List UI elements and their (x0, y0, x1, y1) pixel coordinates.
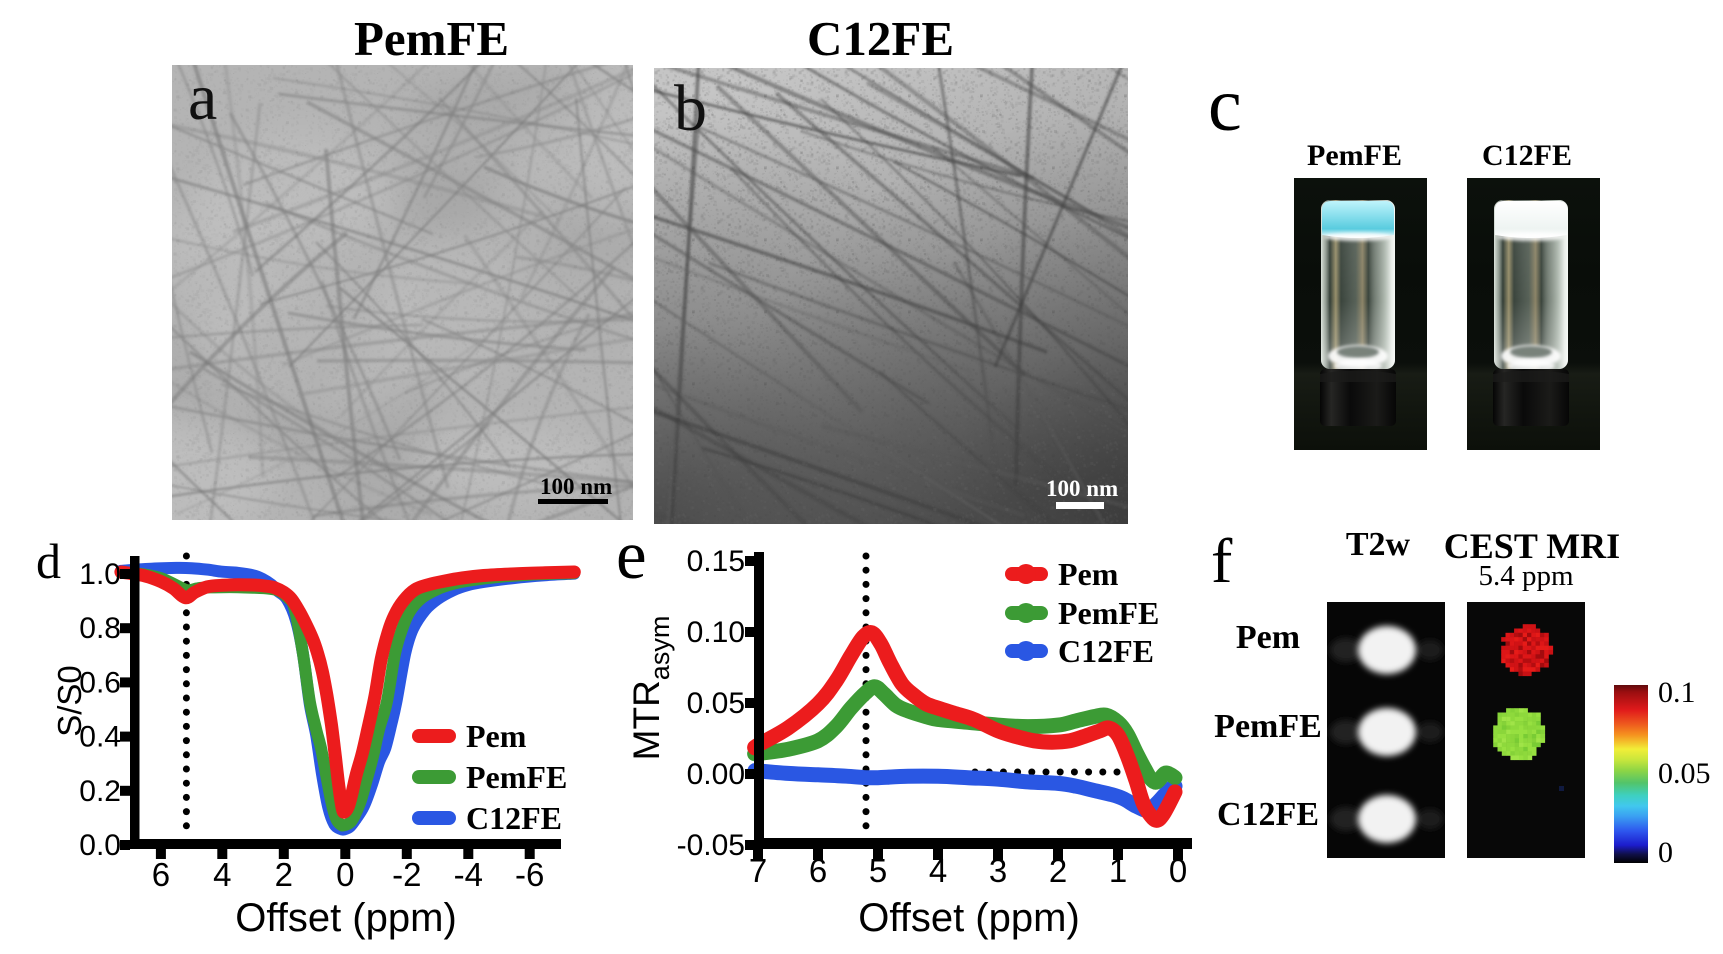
svg-text:0.15: 0.15 (687, 545, 745, 578)
svg-text:3: 3 (989, 852, 1007, 889)
svg-text:PemFE: PemFE (466, 759, 567, 795)
svg-text:-4: -4 (454, 856, 483, 893)
svg-text:6: 6 (152, 856, 170, 893)
svg-text:-2: -2 (392, 856, 421, 893)
svg-text:0.05: 0.05 (687, 687, 745, 720)
svg-text:0.2: 0.2 (79, 775, 121, 808)
svg-text:-6: -6 (515, 856, 544, 893)
svg-text:Pem: Pem (1058, 556, 1119, 592)
svg-text:0.4: 0.4 (79, 721, 121, 754)
svg-text:6: 6 (809, 852, 827, 889)
svg-text:b: b (674, 72, 707, 145)
svg-text:0: 0 (336, 856, 354, 893)
svg-text:0: 0 (1169, 852, 1187, 889)
svg-text:C12FE: C12FE (1058, 633, 1154, 669)
svg-text:0.8: 0.8 (79, 612, 121, 645)
svg-text:0.10: 0.10 (687, 616, 745, 649)
svg-text:Offset (ppm): Offset (ppm) (235, 896, 457, 940)
svg-text:MTRasym: MTRasym (626, 616, 675, 761)
svg-text:0.00: 0.00 (687, 758, 745, 791)
svg-text:-0.05: -0.05 (677, 829, 745, 862)
svg-text:Pem: Pem (466, 718, 527, 754)
svg-text:C12FE: C12FE (466, 800, 562, 836)
svg-text:5: 5 (869, 852, 887, 889)
svg-text:S/S0: S/S0 (51, 665, 88, 737)
svg-text:4: 4 (929, 852, 947, 889)
svg-text:PemFE: PemFE (1058, 595, 1159, 631)
svg-text:2: 2 (275, 856, 293, 893)
svg-text:100 nm: 100 nm (540, 474, 612, 499)
svg-text:0.6: 0.6 (79, 666, 121, 699)
svg-text:Offset (ppm): Offset (ppm) (858, 896, 1080, 940)
svg-text:100 nm: 100 nm (1046, 476, 1118, 501)
svg-text:1.0: 1.0 (79, 558, 121, 591)
svg-text:7: 7 (749, 852, 767, 889)
svg-text:4: 4 (213, 856, 231, 893)
svg-text:2: 2 (1049, 852, 1067, 889)
svg-text:0.0: 0.0 (79, 829, 121, 862)
svg-text:a: a (188, 65, 217, 134)
svg-text:1: 1 (1109, 852, 1127, 889)
